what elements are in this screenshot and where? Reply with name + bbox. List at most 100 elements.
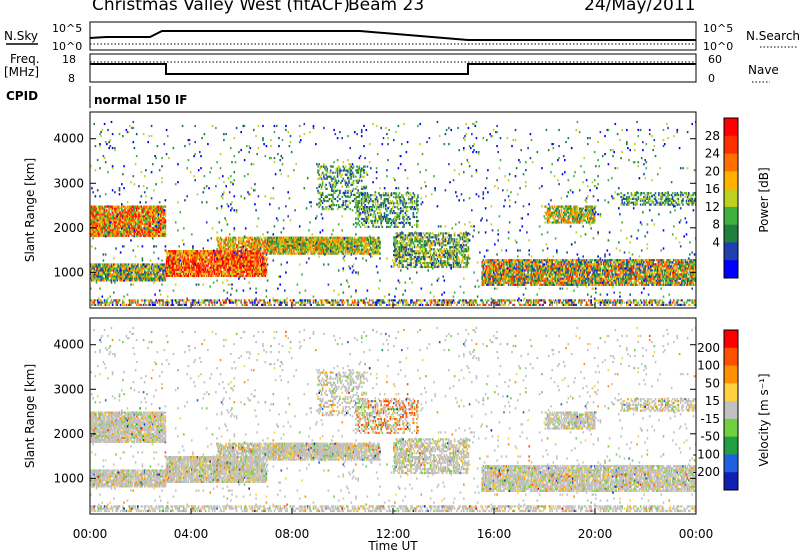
power-cell: [116, 223, 118, 226]
power-cell: [216, 272, 218, 275]
power-cell: [412, 215, 415, 219]
power-cell: [187, 260, 190, 263]
power-cell: [339, 167, 341, 170]
power-cell: [310, 248, 312, 251]
power-cell: [216, 260, 218, 263]
power-cell: [331, 208, 333, 211]
power-cell: [413, 250, 416, 253]
power-cell: [95, 271, 98, 274]
power-cell: [249, 268, 252, 271]
power-cell: [370, 194, 372, 197]
power-cell: [294, 252, 296, 255]
power-cell: [96, 219, 99, 222]
power-cell: [191, 268, 193, 271]
power-cell: [347, 189, 349, 192]
power-cell: [344, 244, 347, 247]
power-cell: [321, 246, 324, 249]
power-cell: [356, 181, 358, 184]
power-cell: [372, 215, 374, 219]
power-cell: [239, 264, 241, 267]
power-cell: [116, 230, 118, 233]
power-cell: [347, 240, 349, 243]
power-cell: [256, 250, 258, 253]
power-cell: [90, 209, 92, 212]
power-cell: [317, 244, 319, 247]
power-cell: [212, 258, 215, 261]
power-cell: [391, 206, 394, 209]
power-cell: [432, 240, 434, 243]
power-cell: [161, 225, 163, 228]
power-cell: [138, 275, 140, 278]
power-cell: [336, 208, 339, 211]
power-cell: [95, 223, 98, 226]
power-cell: [114, 263, 116, 266]
power-cell: [341, 206, 343, 209]
power-cell: [179, 268, 182, 271]
power-cell: [225, 236, 227, 239]
power-cell: [261, 268, 263, 271]
power-cell: [215, 252, 217, 255]
power-cell: [243, 270, 246, 273]
power-cell: [357, 204, 359, 207]
power-cell: [383, 212, 386, 215]
power-cell: [327, 248, 330, 251]
power-cell: [127, 273, 130, 276]
power-cell: [161, 205, 163, 208]
power-cell: [334, 197, 337, 201]
power-cell: [127, 228, 130, 232]
power-cell: [240, 266, 242, 269]
power-cell: [147, 213, 149, 216]
power-cell: [401, 200, 403, 203]
power-cell: [205, 260, 208, 263]
power-cell: [363, 206, 365, 209]
power-cell: [390, 223, 393, 226]
power-cell: [434, 250, 436, 253]
power-cell: [258, 252, 261, 255]
power-cell: [217, 252, 219, 255]
power-cell: [132, 223, 135, 226]
power-cell: [315, 242, 317, 245]
power-cell: [115, 213, 117, 216]
power-cell: [335, 244, 338, 247]
power-cell: [99, 221, 101, 224]
power-cell: [228, 260, 231, 263]
power-cell: [94, 221, 97, 224]
power-cell: [362, 208, 364, 211]
power-cell: [396, 215, 398, 219]
power-cell: [355, 248, 357, 251]
power-cell: [224, 238, 226, 241]
power-cell: [164, 221, 167, 224]
power-cell: [376, 236, 379, 239]
power-cell: [117, 215, 120, 218]
power-cell: [381, 215, 384, 219]
power-cell: [286, 248, 288, 251]
power-cell: [121, 230, 123, 233]
power-cell: [107, 277, 109, 280]
power-cell: [233, 242, 236, 245]
power-cell: [397, 265, 400, 269]
power-cell: [324, 240, 326, 243]
power-cell: [421, 256, 424, 259]
power-cell: [290, 252, 293, 255]
power-cell: [96, 215, 99, 218]
power-cell: [164, 215, 167, 218]
power-cell: [354, 238, 356, 241]
power-cell: [355, 195, 357, 199]
power-cell: [253, 274, 255, 277]
power-cell: [126, 209, 129, 212]
power-cell: [250, 244, 253, 247]
power-cell: [186, 262, 188, 265]
power-cell: [218, 258, 221, 261]
power-cell: [227, 266, 230, 269]
power-cell: [199, 260, 201, 263]
power-cell: [228, 238, 231, 241]
power-cell: [219, 256, 222, 259]
power-cell: [103, 265, 106, 268]
power-cell: [236, 274, 239, 277]
power-cell: [255, 252, 257, 255]
power-cell: [114, 232, 116, 235]
power-cell: [336, 175, 339, 178]
power-cell: [254, 274, 256, 277]
power-cell: [402, 254, 404, 257]
